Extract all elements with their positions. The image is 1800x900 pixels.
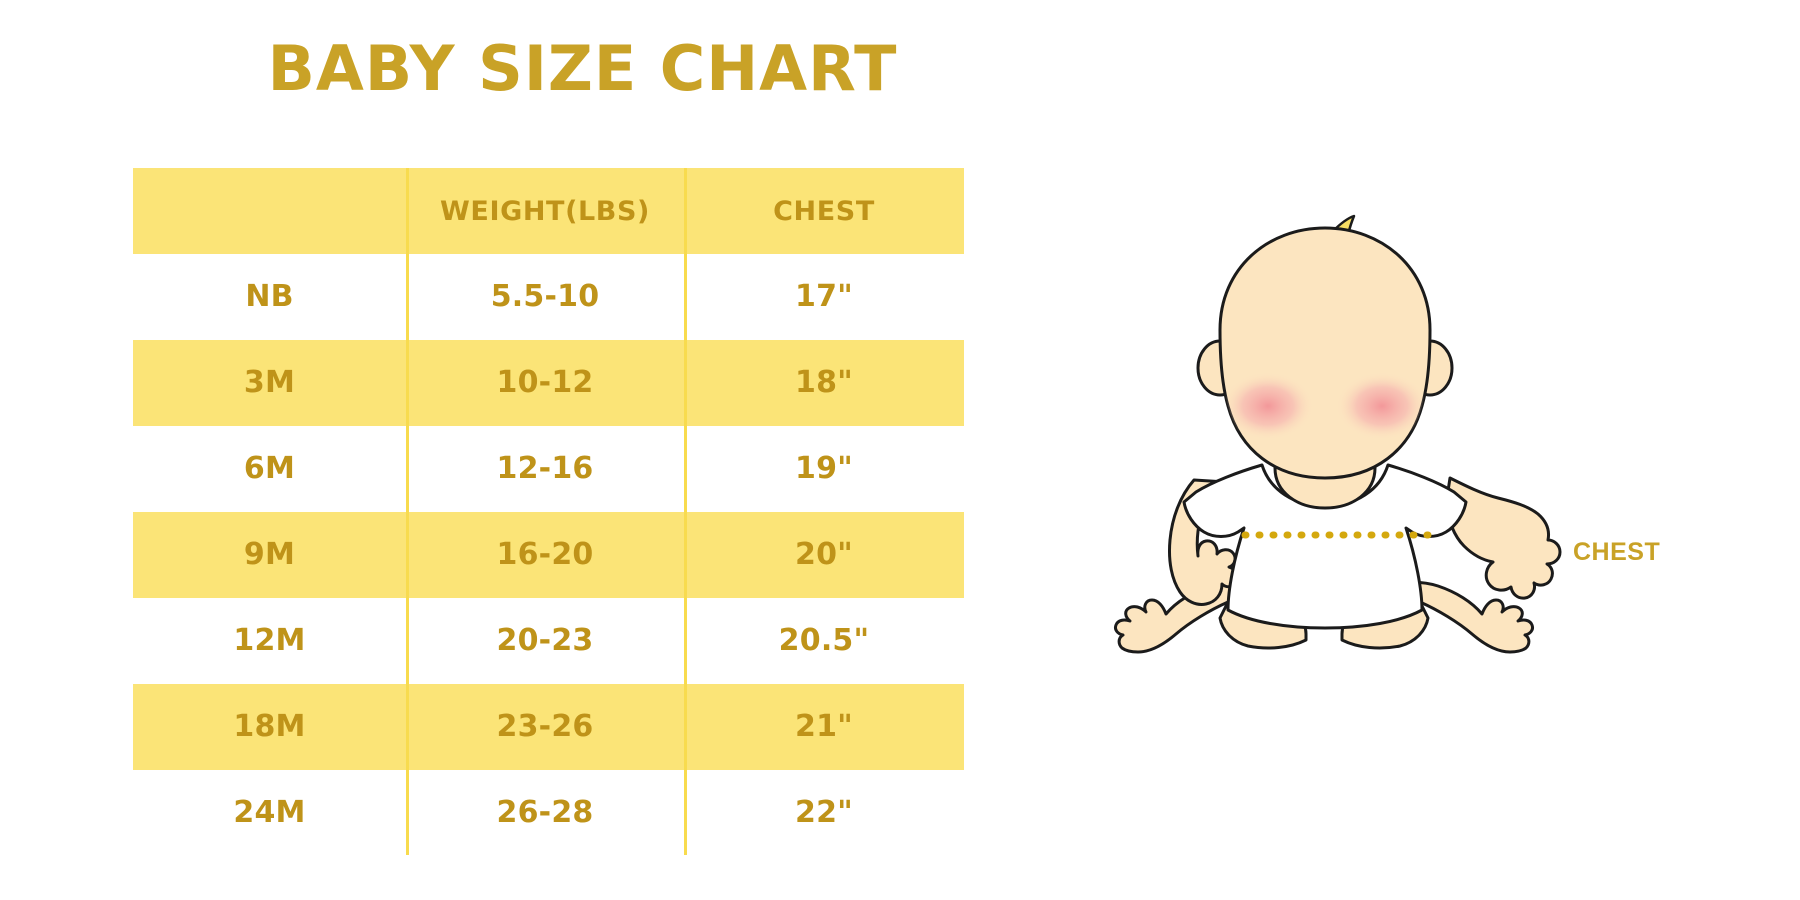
cell-weight: 20-23 (496, 626, 594, 656)
cell-size: 12M (233, 626, 306, 656)
table-header-row: WEIGHT(LBS) CHEST (133, 168, 964, 254)
column-divider-2 (684, 168, 687, 855)
baby-onesie (1182, 463, 1468, 630)
cell-chest: 20.5" (778, 626, 870, 656)
cell-size: 18M (233, 712, 306, 742)
cell-chest: 19" (795, 454, 853, 484)
column-divider-1 (406, 168, 409, 855)
size-chart-table: WEIGHT(LBS) CHEST NB 5.5-10 17" 3M 10-12… (133, 168, 964, 856)
cell-size: 24M (233, 798, 306, 828)
cell-size: NB (245, 282, 294, 312)
cell-weight: 10-12 (496, 368, 594, 398)
cell-chest: 18" (795, 368, 853, 398)
baby-illustration (1110, 210, 1590, 770)
cell-size: 9M (243, 540, 296, 570)
cell-size: 3M (243, 368, 296, 398)
column-header-chest: CHEST (773, 197, 875, 225)
cell-chest: 20" (795, 540, 853, 570)
baby-blush-left (1222, 372, 1314, 440)
cell-weight: 16-20 (496, 540, 594, 570)
baby-right-arm (1444, 476, 1562, 600)
table-row: 18M 23-26 21" (133, 684, 964, 770)
table-row: 9M 16-20 20" (133, 512, 964, 598)
cell-chest: 17" (795, 282, 853, 312)
cell-size: 6M (243, 454, 296, 484)
baby-blush-right (1336, 372, 1428, 440)
chest-measurement-label: CHEST (1573, 538, 1661, 566)
cell-weight: 23-26 (496, 712, 594, 742)
column-header-weight: WEIGHT(LBS) (440, 197, 650, 225)
table-row: 12M 20-23 20.5" (133, 598, 964, 684)
table-row: 6M 12-16 19" (133, 426, 964, 512)
page-title: BABY SIZE CHART (267, 32, 898, 105)
cell-chest: 22" (795, 798, 853, 828)
cell-weight: 12-16 (496, 454, 594, 484)
cell-weight: 5.5-10 (490, 282, 600, 312)
table-row: NB 5.5-10 17" (133, 254, 964, 340)
baby-head (1218, 226, 1432, 480)
table-row: 3M 10-12 18" (133, 340, 964, 426)
table-row: 24M 26-28 22" (133, 770, 964, 856)
cell-chest: 21" (795, 712, 853, 742)
cell-weight: 26-28 (496, 798, 594, 828)
